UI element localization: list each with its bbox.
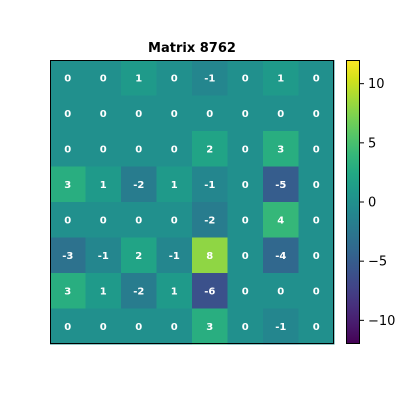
colorbar-tick-label: −10	[368, 314, 395, 329]
colorbar: 10 5 0 −5 −10	[346, 60, 395, 344]
cell-value-label-r6-c4: -6	[204, 286, 215, 297]
cell-value-label-r5-c1: -1	[98, 251, 109, 262]
cell-value-label-r7-c3: 0	[171, 322, 178, 333]
cell-value-label-r2-c5: 0	[242, 144, 249, 155]
cell-value-label-r7-c7: 0	[313, 322, 320, 333]
cell-value-label-r7-c0: 0	[64, 322, 71, 333]
cell-value-label-r7-c5: 0	[242, 322, 249, 333]
cell-value-label-r6-c1: 1	[100, 286, 107, 297]
cell-value-label-r2-c3: 0	[171, 144, 178, 155]
cell-value-label-r3-c4: -1	[204, 180, 215, 191]
cell-value-label-r6-c0: 3	[64, 286, 71, 297]
cell-value-label-r0-c7: 0	[313, 73, 320, 84]
colorbar-tick-label: 5	[368, 136, 376, 151]
cell-value-label-r7-c6: -1	[275, 322, 286, 333]
cell-value-label-r3-c3: 1	[171, 180, 178, 191]
cell-value-label-r5-c5: 0	[242, 251, 249, 262]
cell-value-label-r3-c7: 0	[313, 180, 320, 191]
cell-value-label-r5-c4: 8	[206, 251, 213, 262]
cell-value-label-r4-c1: 0	[100, 215, 107, 226]
cell-value-label-r5-c0: -3	[62, 251, 73, 262]
cell-value-label-r1-c5: 0	[242, 109, 249, 120]
cell-value-label-r0-c0: 0	[64, 73, 71, 84]
colorbar-tick-label: 10	[368, 77, 385, 92]
cell-value-label-r0-c3: 0	[171, 73, 178, 84]
cell-value-label-r3-c2: -2	[133, 180, 144, 191]
cell-value-label-r1-c2: 0	[135, 109, 142, 120]
cell-value-label-r3-c0: 3	[64, 180, 71, 191]
cell-value-label-r4-c3: 0	[171, 215, 178, 226]
cell-value-label-r0-c6: 1	[277, 73, 284, 84]
heatmap-cells	[50, 60, 335, 345]
cell-value-label-r4-c5: 0	[242, 215, 249, 226]
cell-value-label-r1-c6: 0	[277, 109, 284, 120]
cell-value-label-r4-c4: -2	[204, 215, 215, 226]
cell-value-label-r1-c4: 0	[206, 109, 213, 120]
cell-value-label-r7-c1: 0	[100, 322, 107, 333]
cell-value-label-r0-c5: 0	[242, 73, 249, 84]
cell-value-label-r5-c7: 0	[313, 251, 320, 262]
cell-value-label-r1-c3: 0	[171, 109, 178, 120]
cell-value-label-r0-c1: 0	[100, 73, 107, 84]
cell-value-label-r6-c7: 0	[313, 286, 320, 297]
cell-value-label-r2-c4: 2	[206, 144, 213, 155]
colorbar-ticks: 10 5 0 −5 −10	[360, 77, 395, 329]
cell-value-label-r4-c0: 0	[64, 215, 71, 226]
cell-value-label-r1-c0: 0	[64, 109, 71, 120]
cell-value-label-r4-c2: 0	[135, 215, 142, 226]
cell-value-label-r4-c7: 0	[313, 215, 320, 226]
heatmap: 0 0 1 0 -1 0 1 0 0 0 0 0 0 0 0 0 0 0 0 0 2 0 3 0 3 1 -2 1 -1 0 -5 0 0 0 0 0…	[50, 60, 335, 345]
colorbar-tick-label: −5	[368, 255, 387, 270]
colorbar-tick-label: 0	[368, 196, 376, 211]
cell-value-label-r3-c5: 0	[242, 180, 249, 191]
cell-value-label-r4-c6: 4	[277, 215, 284, 226]
cell-value-label-r3-c1: 1	[100, 180, 107, 191]
cell-value-label-r5-c6: -4	[275, 251, 286, 262]
cell-value-label-r7-c2: 0	[135, 322, 142, 333]
cell-value-label-r7-c4: 3	[206, 322, 213, 333]
colorbar-gradient	[346, 60, 360, 344]
cell-value-label-r6-c3: 1	[171, 286, 178, 297]
cell-value-label-r6-c6: 0	[277, 286, 284, 297]
cell-value-label-r1-c1: 0	[100, 109, 107, 120]
cell-value-label-r0-c4: -1	[204, 73, 215, 84]
cell-value-label-r2-c0: 0	[64, 144, 71, 155]
cell-value-label-r2-c2: 0	[135, 144, 142, 155]
chart-title: Matrix 8762	[148, 41, 236, 56]
cell-value-label-r3-c6: -5	[275, 180, 286, 191]
cell-value-label-r1-c7: 0	[313, 109, 320, 120]
cell-value-label-r5-c3: -1	[169, 251, 180, 262]
cell-value-label-r6-c2: -2	[133, 286, 144, 297]
cell-value-label-r5-c2: 2	[135, 251, 142, 262]
cell-value-label-r2-c1: 0	[100, 144, 107, 155]
cell-value-label-r0-c2: 1	[135, 73, 142, 84]
cell-value-label-r2-c6: 3	[277, 144, 284, 155]
cell-value-label-r2-c7: 0	[313, 144, 320, 155]
cell-value-label-r6-c5: 0	[242, 286, 249, 297]
